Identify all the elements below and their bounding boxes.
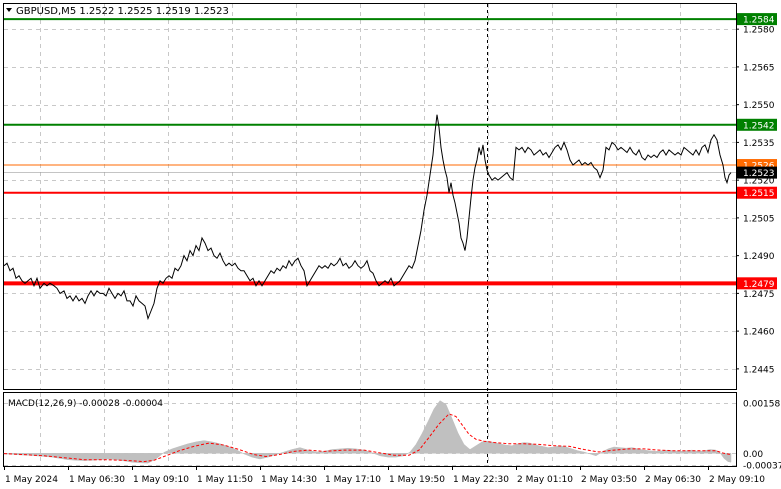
support-upper-price-label: 1.2515 (743, 189, 775, 199)
price-axis-label: 1.2490 (743, 252, 775, 262)
macd-axis-label: 0.00158 (743, 400, 780, 410)
price-axis-label: 1.2535 (743, 139, 775, 149)
macd-axis: 0.00158 0.00 -0.00037 (743, 400, 781, 472)
horizontal-levels[interactable] (4, 18, 736, 286)
price-axis-label: 1.2550 (743, 101, 775, 111)
price-axis-label: 1.2475 (743, 290, 775, 300)
macd-caption: MACD(12,26,9) -0.00028 -0.00004 (8, 399, 163, 409)
symbol-caption: GBPUSD,M5 1.2522 1.2525 1.2519 1.2523 (16, 6, 229, 17)
price-grid (4, 4, 736, 389)
price-plot-area[interactable] (3, 3, 737, 390)
time-axis-label: 1 May 14:30 (261, 475, 317, 485)
time-axis-label: 2 May 09:10 (709, 475, 765, 485)
support-lower-price-tag (737, 277, 777, 290)
price-axis-label: 1.2505 (743, 214, 775, 224)
time-axis-label: 1 May 19:50 (389, 475, 445, 485)
time-axis: 1 May 2024 1 May 06:30 1 May 09:10 1 May 11… (4, 466, 765, 485)
support-lower-price-label: 1.2479 (743, 280, 775, 290)
price-series (3, 114, 732, 321)
current-price-price-tag (737, 166, 777, 179)
macd-signal-line (3, 413, 732, 463)
support-upper-price-tag (737, 186, 777, 199)
resistance-lower-price-label: 1.2542 (743, 121, 775, 131)
symbol-header[interactable]: GBPUSD,M5 1.2522 1.2525 1.2519 1.2523 (6, 6, 229, 17)
time-axis-label: 1 May 22:30 (453, 475, 509, 485)
time-axis-label: 2 May 06:30 (645, 475, 701, 485)
time-axis-label: 2 May 03:50 (581, 475, 637, 485)
price-axis-label: 1.2445 (743, 365, 775, 375)
time-axis-label: 1 May 11:50 (197, 475, 253, 485)
price-line (3, 114, 732, 321)
price-axis-label: 1.2580 (743, 26, 775, 36)
orange-level-price-label: 1.2526 (743, 162, 775, 172)
triangle-down-icon[interactable] (6, 8, 12, 12)
price-axis-label: 1.2520 (743, 177, 775, 187)
price-axis-label: 1.2565 (743, 63, 775, 73)
macd-histogram (3, 400, 732, 464)
price-axis-label: 1.2460 (743, 328, 775, 338)
price-axis: 1.2580 1.2565 1.2550 1.2535 1.2520 1.2505 1.24… (736, 26, 775, 375)
time-axis-label: 1 May 09:10 (133, 475, 189, 485)
time-axis-label: 2 May 01:10 (517, 475, 573, 485)
macd-axis-label: 0.00 (743, 450, 763, 460)
time-axis-label: 1 May 2024 (5, 475, 58, 485)
resistance-lower-price-tag (737, 118, 777, 131)
time-axis-label: 1 May 06:30 (69, 475, 125, 485)
time-axis-label: 1 May 17:10 (325, 475, 381, 485)
resistance-upper-price-label: 1.2584 (743, 16, 775, 26)
resistance-upper-price-tag (737, 13, 777, 26)
current-price-price-label: 1.2523 (743, 169, 775, 179)
macd-indicator (3, 400, 732, 464)
macd-axis-label: -0.00037 (743, 462, 781, 472)
